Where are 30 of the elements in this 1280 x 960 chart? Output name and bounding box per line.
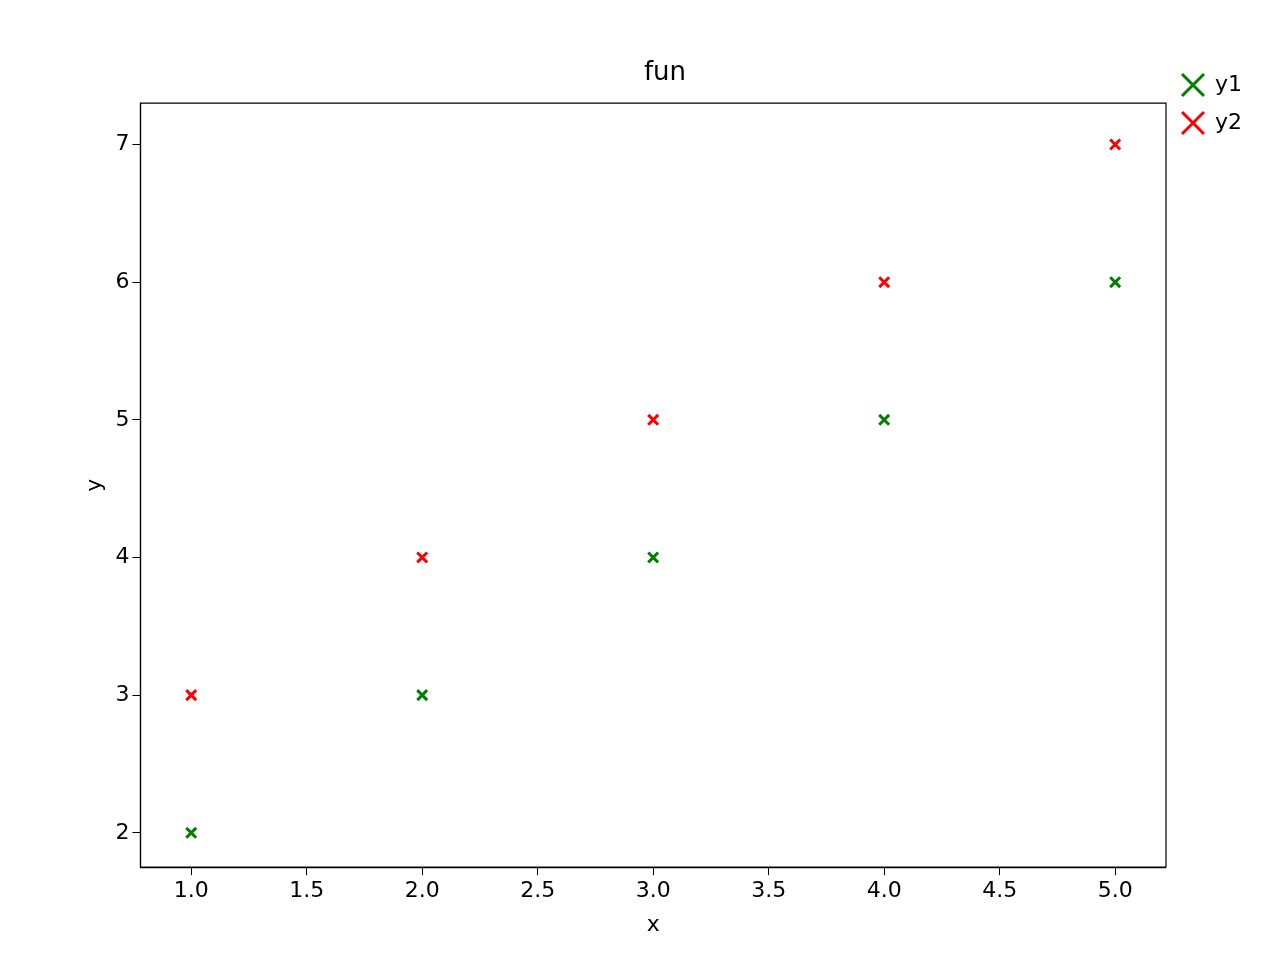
point [877, 413, 891, 427]
x-tick-label: 1.5 [289, 877, 325, 903]
chart-title: fun [643, 56, 687, 87]
x-tick-label: 2.5 [520, 877, 556, 903]
x-tick-label: 4.5 [982, 877, 1018, 903]
y-tick-label: 5 [115, 405, 130, 431]
legend-label: y2 [1214, 108, 1243, 134]
y-tick-label: 3 [115, 680, 130, 706]
point [184, 688, 198, 702]
x-tick-label: 4.0 [866, 877, 902, 903]
point [184, 826, 198, 840]
x-tick-label: 5.0 [1097, 877, 1133, 903]
point [646, 413, 660, 427]
y-axis-title: y [80, 478, 106, 492]
x-tick-label: 3.0 [635, 877, 671, 903]
y-tick-label: 6 [115, 267, 130, 293]
point [1108, 138, 1122, 151]
x-tick-label: 2.0 [404, 877, 440, 903]
point [1108, 275, 1122, 289]
x-tick-label: 3.5 [751, 877, 787, 903]
y-tick-label: 7 [115, 130, 130, 156]
point [415, 551, 429, 564]
point [646, 551, 660, 564]
point [877, 275, 891, 289]
y-tick-label: 2 [115, 818, 130, 844]
x-tick-label: 1.0 [173, 877, 209, 903]
y-tick-label: 4 [115, 543, 130, 569]
x-axis-title: x [646, 910, 660, 936]
legend-label: y1 [1214, 70, 1243, 96]
point [415, 688, 429, 702]
